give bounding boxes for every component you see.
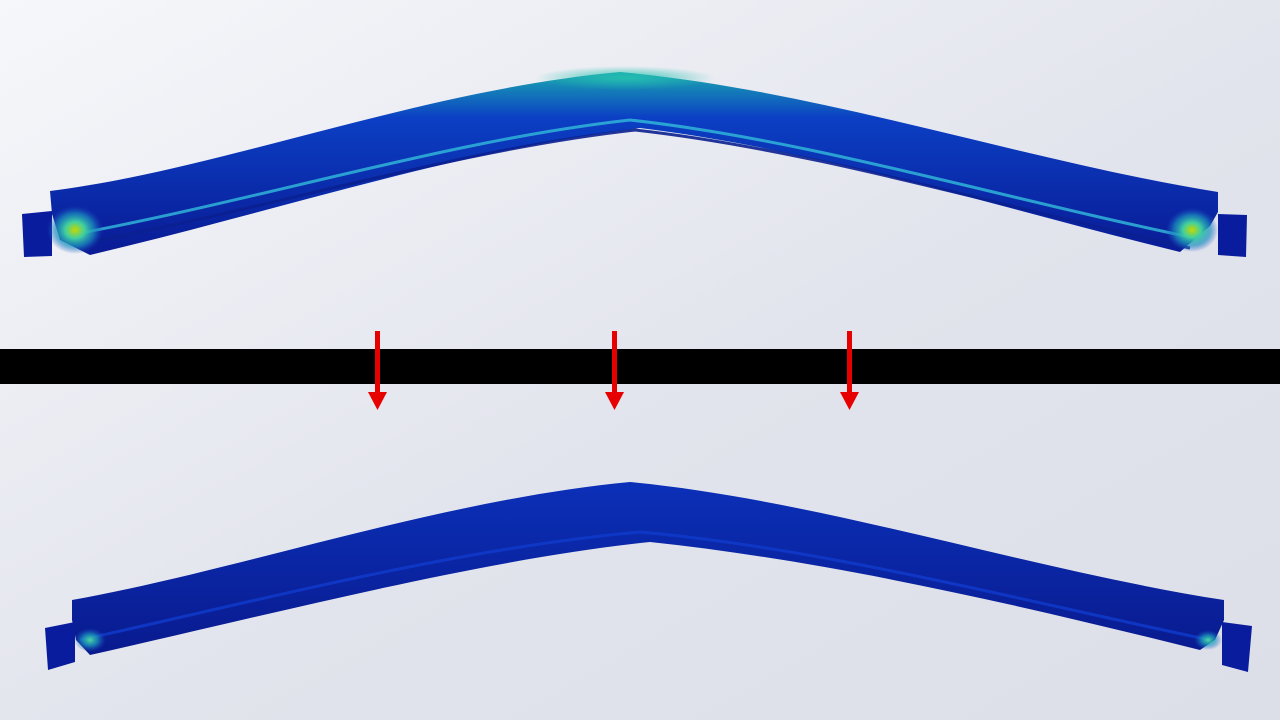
upper-beam-top-stress-glow	[535, 66, 715, 90]
upper-beam-end-block-left	[22, 211, 52, 257]
lower-beam-end-block-right	[1222, 622, 1252, 672]
load-arrow-center	[605, 331, 624, 410]
upper-beam-right-hotspot	[1166, 208, 1218, 252]
load-arrow-left	[368, 331, 387, 410]
divider-bar	[0, 349, 1280, 384]
upper-beam-body	[50, 72, 1218, 255]
upper-beam-flange-line	[69, 118, 1196, 240]
lower-beam-body	[72, 482, 1224, 655]
lower-beam-end-block-left	[45, 622, 75, 670]
lower-beam-right-hotspot	[1194, 630, 1222, 650]
load-arrows	[368, 331, 859, 410]
upper-beam-left-hotspot	[47, 206, 103, 254]
load-arrow-right	[840, 331, 859, 410]
upper-beam-end-block-right	[1218, 214, 1247, 257]
lower-beam-left-hotspot	[74, 628, 106, 652]
lower-beam-flange-line	[79, 530, 1211, 642]
upper-beam	[22, 66, 1247, 257]
upper-beam-inner-line	[74, 128, 1191, 250]
lower-beam	[45, 482, 1252, 672]
